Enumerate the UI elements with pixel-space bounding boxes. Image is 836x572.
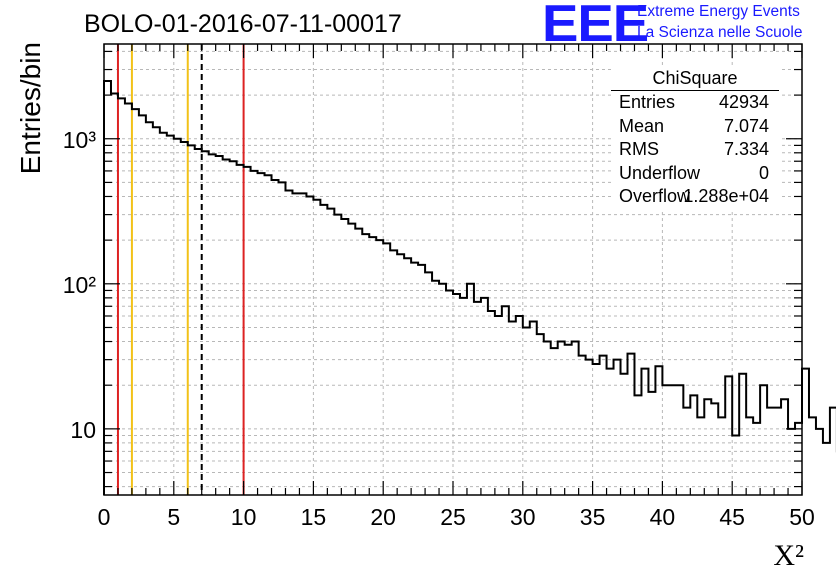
stats-row-underflow: Underflow 0 xyxy=(611,162,779,186)
x-tick-label: 20 xyxy=(370,504,396,530)
x-tick-label: 25 xyxy=(440,504,466,530)
stats-value: 42934 xyxy=(718,92,769,112)
stats-value: 7.334 xyxy=(723,139,769,159)
stats-row-mean: Mean 7.074 xyxy=(611,115,779,139)
x-tick-labels: 0 5 10 15 20 25 30 35 40 45 50 xyxy=(98,504,815,530)
threshold-lines xyxy=(116,44,245,495)
x-tick-label: 30 xyxy=(510,504,536,530)
x-tick-label: 40 xyxy=(650,504,676,530)
x-tick-label: 50 xyxy=(789,504,815,530)
grid-lines xyxy=(104,44,802,495)
x-tick-label: 45 xyxy=(719,504,745,530)
stats-row-entries: Entries 42934 xyxy=(611,91,779,115)
logo-line-2: La Scienza nelle Scuole xyxy=(637,24,803,41)
histogram-series xyxy=(103,80,836,495)
stats-label: RMS xyxy=(619,139,659,159)
axis-ticks xyxy=(103,44,803,495)
stats-label: Entries xyxy=(619,92,676,112)
x-tick-label: 0 xyxy=(98,504,111,530)
logo-line-1: Extreme Energy Events xyxy=(637,3,800,20)
histogram-title: BOLO-01-2016-07-11-00017 xyxy=(84,10,402,38)
y-axis-label: Entries/bin xyxy=(15,42,46,174)
eee-logo: EEE xyxy=(542,0,649,53)
y-tick-label: 10³ xyxy=(63,127,97,153)
stats-label: Underflow xyxy=(619,162,701,183)
x-axis-label: X² xyxy=(773,539,804,572)
y-tick-label: 10 xyxy=(70,417,96,443)
y-tick-label: 10² xyxy=(63,272,97,298)
stats-label: Mean xyxy=(619,115,665,136)
x-tick-label: 35 xyxy=(580,504,606,530)
x-tick-label: 10 xyxy=(231,504,257,530)
stats-title: ChiSquare xyxy=(611,66,779,91)
x-tick-label: 5 xyxy=(167,504,180,530)
stats-box: ChiSquare Entries 42934 Mean 7.074 RMS 7… xyxy=(611,66,779,209)
stats-value: 7.074 xyxy=(723,115,769,136)
y-tick-labels: 10 10² 10³ xyxy=(63,127,97,443)
stats-row-overflow: Overflow 1.288e+04 xyxy=(611,185,779,209)
stats-label: Overflow xyxy=(619,186,691,206)
stats-row-rms: RMS 7.334 xyxy=(611,138,779,162)
x-tick-label: 15 xyxy=(301,504,327,530)
stats-value: 0 xyxy=(758,162,769,183)
histogram-line xyxy=(103,80,836,495)
stats-value: 1.288e+04 xyxy=(683,186,769,206)
